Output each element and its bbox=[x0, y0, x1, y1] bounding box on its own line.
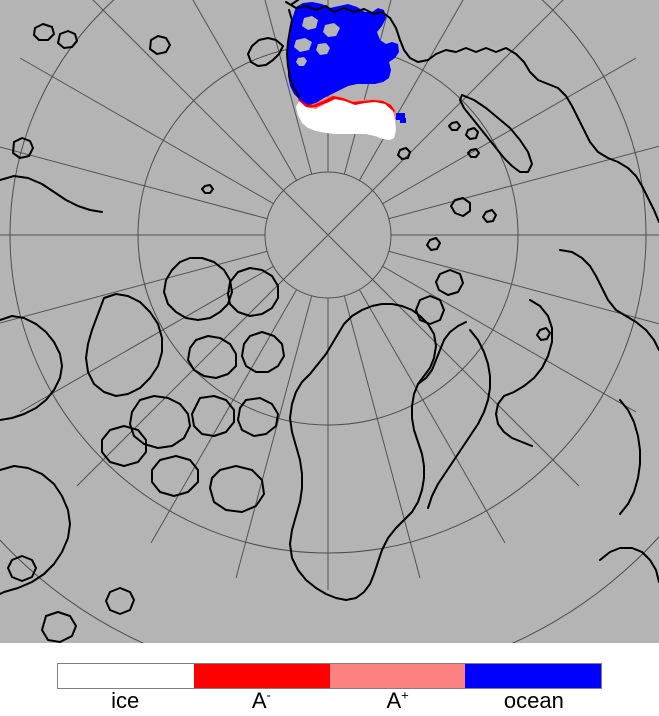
data-class-ocean-inlet bbox=[323, 23, 340, 37]
colorbar-tick-labels: ice A- A+ ocean bbox=[57, 688, 602, 716]
coastline-island-speck bbox=[201, 184, 214, 194]
classified-data-patch bbox=[287, 2, 406, 140]
coastline-island-speck bbox=[426, 237, 441, 251]
coastline-island-group bbox=[129, 395, 191, 449]
coastline-novaya-zemlya bbox=[459, 94, 533, 173]
arctic-map-panel[interactable] bbox=[0, 0, 659, 643]
colorbar-segment-ocean[interactable] bbox=[465, 664, 601, 688]
coastline-island bbox=[12, 137, 34, 159]
coastline-island bbox=[435, 269, 464, 296]
coastline-island bbox=[57, 30, 78, 49]
coastline-island-group bbox=[151, 455, 199, 497]
colorbar-label-a-plus: A+ bbox=[386, 687, 409, 713]
coastline-island-group bbox=[237, 397, 279, 437]
coastline-siberia bbox=[435, 47, 659, 223]
graticule-pole-cross bbox=[282, 189, 374, 281]
colorbar-segment-ice[interactable] bbox=[58, 664, 194, 688]
coastline-scandinavia-inner bbox=[495, 395, 533, 447]
coastline-island-group bbox=[101, 425, 147, 467]
coastline-mainland-canada bbox=[0, 465, 71, 595]
coastline-greenland-fjords bbox=[417, 321, 467, 385]
coastline-devon bbox=[227, 267, 279, 317]
coastline-island bbox=[105, 587, 135, 615]
coastline-island-speck bbox=[536, 327, 551, 341]
coastline-far-east bbox=[599, 547, 659, 583]
coastline-greenland-north bbox=[286, 0, 300, 98]
coastline-island-speck bbox=[467, 148, 480, 158]
coastline-island bbox=[33, 23, 55, 41]
data-class-ocean-inlet bbox=[296, 57, 307, 66]
coastline-norway-coast bbox=[427, 329, 491, 509]
colorbar-segment-a-minus[interactable] bbox=[193, 664, 330, 688]
coastline-island-speck bbox=[465, 127, 479, 140]
coastline-island bbox=[41, 611, 77, 643]
coastline-island bbox=[7, 555, 37, 582]
coastline-east-edge bbox=[619, 399, 641, 515]
data-class-ocean-patch bbox=[400, 118, 406, 123]
coastlines bbox=[0, 0, 659, 643]
coastline-kola bbox=[559, 249, 659, 351]
colorbar-label-ocean: ocean bbox=[503, 688, 564, 713]
coastline-scandinavia bbox=[503, 299, 553, 397]
data-class-ice bbox=[296, 99, 396, 140]
coastline-baffin bbox=[85, 293, 163, 397]
colorbar-strip[interactable] bbox=[57, 663, 602, 689]
arctic-map-svg bbox=[0, 0, 659, 643]
coastline-ellesmere bbox=[163, 257, 233, 321]
coastline-island-speck bbox=[482, 209, 497, 223]
coastline-mainland-left bbox=[0, 315, 63, 421]
coastline-island-speck bbox=[448, 121, 461, 131]
coastline-alaska bbox=[0, 175, 103, 213]
coastline-island bbox=[149, 35, 171, 55]
coastline-greenland bbox=[289, 303, 437, 601]
coastline-island-group bbox=[209, 465, 265, 513]
coastline-island-group bbox=[191, 395, 235, 437]
colorbar-label-ice: ice bbox=[111, 688, 140, 713]
coastline-island bbox=[415, 295, 445, 325]
colorbar-label-a-minus: A- bbox=[251, 687, 271, 713]
coastline-island-speck bbox=[397, 147, 411, 160]
coastline-island bbox=[450, 197, 471, 217]
colorbar-segment-a-plus[interactable] bbox=[329, 664, 466, 688]
coastline-northern-arc bbox=[285, 1, 437, 63]
colorbar[interactable] bbox=[57, 663, 602, 689]
data-class-ocean-inlet bbox=[316, 43, 330, 55]
data-class-ocean-inlet bbox=[294, 38, 312, 52]
coastline-island-group bbox=[241, 331, 285, 373]
coastline-island-group bbox=[187, 335, 237, 379]
data-class-ocean-inlet bbox=[302, 16, 318, 30]
data-class-ocean-patch bbox=[396, 113, 405, 120]
coastline-svalbard bbox=[247, 37, 284, 67]
